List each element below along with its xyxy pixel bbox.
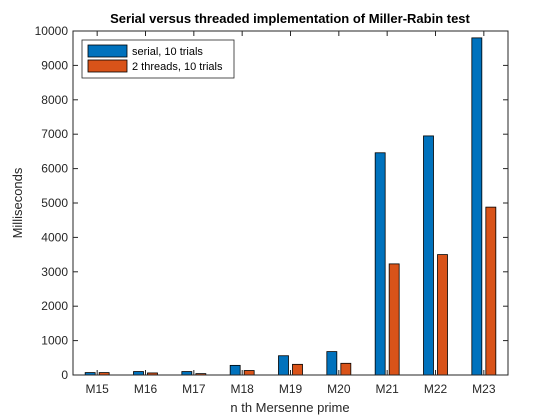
legend-swatch-series-2 [87,59,128,73]
bar-m19-series-1 [278,355,289,376]
x-tick-label: M21 [375,382,399,396]
x-tick-label: M20 [327,382,351,396]
x-tick-label: M16 [134,382,158,396]
bar-m18-series-2 [243,370,255,376]
bar-m20-series-1 [326,351,338,376]
bar-m23-series-2 [485,206,497,376]
bar-m23-series-1 [471,37,483,376]
y-tick-label: 5000 [41,196,68,210]
y-tick-label: 2000 [41,299,68,313]
x-tick-label: M23 [472,382,496,396]
y-tick-label: 4000 [41,230,68,244]
y-tick-label: 10000 [35,24,69,38]
x-tick-label: M22 [424,382,448,396]
bar-m21-series-2 [388,263,400,376]
y-tick-label: 3000 [41,265,68,279]
ticks-layer: 0 1000 2000 3000 4000 5000 6000 7000 8000 9000 100… [35,24,508,396]
bar-m19-series-2 [292,363,303,376]
x-tick-label: M19 [279,382,303,396]
bar-m20-series-2 [340,362,352,376]
y-tick-label: 6000 [41,162,68,176]
bar-m18-series-1 [229,364,241,376]
legend-label-series-1: serial, 10 trials [132,46,203,58]
bars-layer [84,37,497,376]
chart-legend: serial, 10 trials 2 threads, 10 trials [81,39,235,79]
y-tick-label: 1000 [41,334,68,348]
y-tick-label: 7000 [41,127,68,141]
bar-m22-series-1 [423,135,434,376]
bar-m16-series-1 [133,371,144,376]
legend-swatch-series-1 [87,44,128,58]
x-axis-title: n th Mersenne prime [230,400,349,415]
bar-m21-series-1 [374,152,386,376]
y-tick-label: 8000 [41,93,68,107]
x-tick-label: M17 [182,382,206,396]
chart-title: Serial versus threaded implementation of… [110,11,470,26]
x-tick-label: M15 [85,382,109,396]
x-tick-label: M18 [230,382,254,396]
bar-m22-series-2 [437,254,448,376]
bar-m17-series-1 [181,371,193,376]
y-tick-label: 9000 [41,58,68,72]
y-axis-title: Milliseconds [10,167,25,238]
legend-label-series-2: 2 threads, 10 trials [132,61,223,73]
y-tick-label: 0 [61,368,68,382]
